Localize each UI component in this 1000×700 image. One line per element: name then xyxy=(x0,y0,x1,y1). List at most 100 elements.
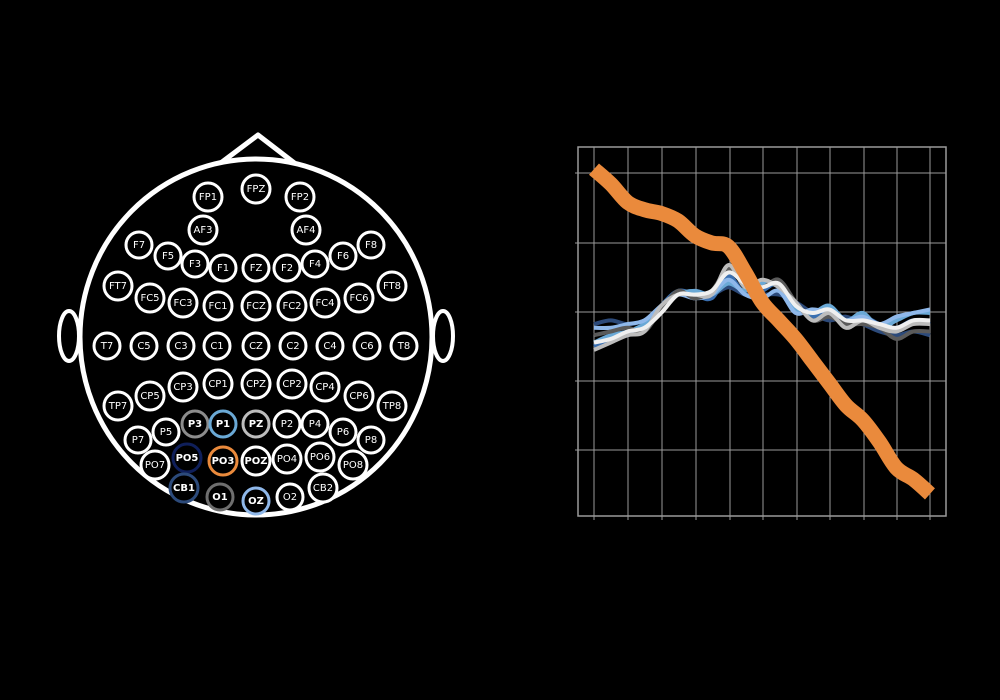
electrode-po5: PO5 xyxy=(171,442,203,474)
electrode-po4: PO4 xyxy=(271,443,303,475)
electrode-fc1: FC1 xyxy=(202,290,234,322)
electrode-fp1: FP1 xyxy=(192,181,224,213)
electrode-label-c6: C6 xyxy=(360,341,373,352)
electrode-ring-fp1 xyxy=(192,181,224,213)
electrode-ring-p5 xyxy=(151,417,181,447)
electrode-ring-f5 xyxy=(153,241,183,271)
electrode-ring-fcz xyxy=(240,290,272,322)
electrode-label-fp2: FP2 xyxy=(291,192,309,203)
electrode-ring-po6 xyxy=(304,441,336,473)
electrode-ring-f4 xyxy=(300,249,330,279)
electrode-label-p8: P8 xyxy=(365,435,377,446)
electrode-ring-tp8 xyxy=(376,390,408,422)
electrode-ring-t8 xyxy=(389,331,419,361)
electrode-fz: FZ xyxy=(241,253,271,283)
electrode-fp2: FP2 xyxy=(284,181,316,213)
electrode-label-cp6: CP6 xyxy=(349,391,368,402)
electrode-label-fc4: FC4 xyxy=(315,298,334,309)
electrode-label-cp2: CP2 xyxy=(282,379,301,390)
electrode-ring-c2 xyxy=(278,331,308,361)
electrode-af4: AF4 xyxy=(290,214,322,246)
electrode-label-t8: T8 xyxy=(397,341,410,352)
electrode-c2: C2 xyxy=(278,331,308,361)
electrode-ring-po4 xyxy=(271,443,303,475)
electrode-label-o2: O2 xyxy=(283,492,297,503)
electrode-fcz: FCZ xyxy=(240,290,272,322)
electrode-ring-fc6 xyxy=(343,282,375,314)
electrode-cp5: CP5 xyxy=(134,380,166,412)
electrode-ring-c4 xyxy=(315,331,345,361)
electrode-cb1: CB1 xyxy=(168,472,200,504)
electrode-ring-fp2 xyxy=(284,181,316,213)
electrode-t7: T7 xyxy=(92,331,122,361)
electrode-label-tp8: TP8 xyxy=(382,401,402,412)
electrode-label-po7: PO7 xyxy=(145,460,165,471)
electrode-label-tp7: TP7 xyxy=(108,401,128,412)
electrode-cp1: CP1 xyxy=(202,368,234,400)
line-chart xyxy=(575,146,947,520)
electrode-label-po5: PO5 xyxy=(176,453,199,464)
electrode-ring-f3 xyxy=(180,249,210,279)
electrode-ring-oz xyxy=(241,486,271,516)
electrode-label-fpz: FPZ xyxy=(247,184,266,195)
electrode-p8: P8 xyxy=(356,425,386,455)
electrode-ring-cz xyxy=(241,331,271,361)
electrode-label-cp3: CP3 xyxy=(173,382,192,393)
electrode-label-p4: P4 xyxy=(309,419,321,430)
electrode-ring-f2 xyxy=(272,253,302,283)
electrode-ring-cp2 xyxy=(276,368,308,400)
electrode-f6: F6 xyxy=(328,241,358,271)
electrode-fpz: FPZ xyxy=(240,173,272,205)
electrode-f2: F2 xyxy=(272,253,302,283)
electrode-p6: P6 xyxy=(328,417,358,447)
electrode-f4: F4 xyxy=(300,249,330,279)
electrode-c5: C5 xyxy=(129,331,159,361)
electrode-ring-fz xyxy=(241,253,271,283)
electrode-label-ft7: FT7 xyxy=(109,281,127,292)
electrode-ring-po8 xyxy=(337,449,369,481)
electrode-ring-ft7 xyxy=(102,270,134,302)
electrode-label-po6: PO6 xyxy=(310,452,330,463)
electrode-tp7: TP7 xyxy=(102,390,134,422)
electrode-cz: CZ xyxy=(241,331,271,361)
electrode-label-poz: POZ xyxy=(244,456,267,467)
electrode-ring-f1 xyxy=(208,253,238,283)
electrode-ring-fc1 xyxy=(202,290,234,322)
electrode-po7: PO7 xyxy=(139,449,171,481)
electrode-label-f2: F2 xyxy=(281,263,293,274)
electrode-ring-poz xyxy=(240,445,272,477)
electrode-label-fcz: FCZ xyxy=(246,301,266,312)
electrode-tp8: TP8 xyxy=(376,390,408,422)
electrode-label-po8: PO8 xyxy=(343,460,363,471)
electrode-ring-f8 xyxy=(356,230,386,260)
electrode-label-fz: FZ xyxy=(250,263,263,274)
electrode-p3: P3 xyxy=(180,409,210,439)
electrode-label-f8: F8 xyxy=(365,240,377,251)
electrode-ring-p2 xyxy=(272,409,302,439)
electrode-label-p3: P3 xyxy=(188,419,202,430)
electrode-po6: PO6 xyxy=(304,441,336,473)
electrode-f7: F7 xyxy=(124,230,154,260)
electrode-label-c3: C3 xyxy=(174,341,187,352)
electrode-ring-cpz xyxy=(240,368,272,400)
electrode-ring-po7 xyxy=(139,449,171,481)
head-left-ear xyxy=(57,309,81,363)
electrode-ring-t7 xyxy=(92,331,122,361)
electrode-label-f4: F4 xyxy=(309,259,321,270)
electrode-o2: O2 xyxy=(275,482,305,512)
electrode-label-p6: P6 xyxy=(337,427,349,438)
electrode-p7: P7 xyxy=(123,425,153,455)
electrode-layer: FP1 FPZ FP2 AF3 AF4 F7 F5 F3 F1 FZ F2 F4 F6 F8 FT7 FC5 F… xyxy=(92,173,419,516)
electrode-ring-af3 xyxy=(187,214,219,246)
electrode-label-cz: CZ xyxy=(249,341,263,352)
electrode-ring-c5 xyxy=(129,331,159,361)
electrode-ring-c6 xyxy=(352,331,382,361)
electrode-label-p2: P2 xyxy=(281,419,293,430)
electrode-label-pz: PZ xyxy=(249,419,264,430)
electrode-label-ft8: FT8 xyxy=(383,281,401,292)
electrode-ring-po3 xyxy=(207,445,239,477)
electrode-f1: F1 xyxy=(208,253,238,283)
electrode-label-fp1: FP1 xyxy=(199,192,217,203)
electrode-ring-cp3 xyxy=(167,371,199,403)
